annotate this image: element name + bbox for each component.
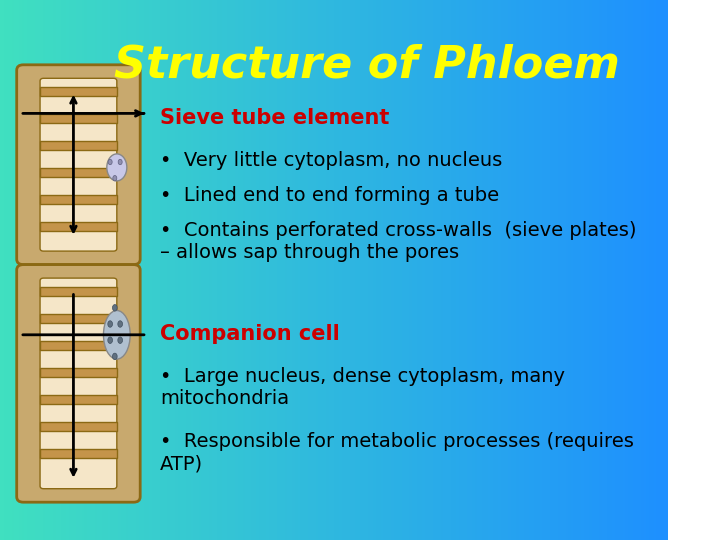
Text: Sieve tube element: Sieve tube element: [161, 108, 390, 128]
Bar: [40, 114, 117, 123]
Bar: [40, 287, 117, 296]
Bar: [40, 141, 117, 150]
Ellipse shape: [107, 154, 127, 181]
Text: •  Very little cytoplasm, no nucleus: • Very little cytoplasm, no nucleus: [161, 151, 503, 170]
Bar: [40, 395, 117, 404]
Bar: [40, 422, 117, 431]
Ellipse shape: [113, 176, 117, 181]
FancyBboxPatch shape: [17, 65, 140, 265]
Bar: [40, 195, 117, 204]
Ellipse shape: [112, 305, 117, 311]
Bar: [40, 87, 117, 96]
Bar: [40, 168, 117, 177]
Text: •  Lined end to end forming a tube: • Lined end to end forming a tube: [161, 186, 500, 205]
Ellipse shape: [112, 353, 117, 360]
Ellipse shape: [118, 159, 122, 165]
FancyBboxPatch shape: [17, 265, 140, 502]
Ellipse shape: [108, 337, 112, 343]
FancyBboxPatch shape: [40, 278, 117, 489]
Ellipse shape: [108, 321, 112, 327]
Ellipse shape: [104, 310, 130, 359]
Bar: [40, 449, 117, 458]
Ellipse shape: [108, 159, 112, 165]
Text: •  Large nucleus, dense cytoplasm, many
mitochondria: • Large nucleus, dense cytoplasm, many m…: [161, 367, 565, 408]
Text: Structure of Phloem: Structure of Phloem: [114, 43, 620, 86]
Ellipse shape: [118, 321, 122, 327]
Bar: [40, 314, 117, 323]
Ellipse shape: [118, 337, 122, 343]
Bar: [40, 368, 117, 377]
Bar: [40, 341, 117, 350]
Bar: [40, 222, 117, 231]
Text: Companion cell: Companion cell: [161, 324, 340, 344]
Text: •  Responsible for metabolic processes (requires
ATP): • Responsible for metabolic processes (r…: [161, 432, 634, 473]
Text: •  Contains perforated cross-walls  (sieve plates)
– allows sap through the pore: • Contains perforated cross-walls (sieve…: [161, 221, 636, 262]
FancyBboxPatch shape: [40, 78, 117, 251]
